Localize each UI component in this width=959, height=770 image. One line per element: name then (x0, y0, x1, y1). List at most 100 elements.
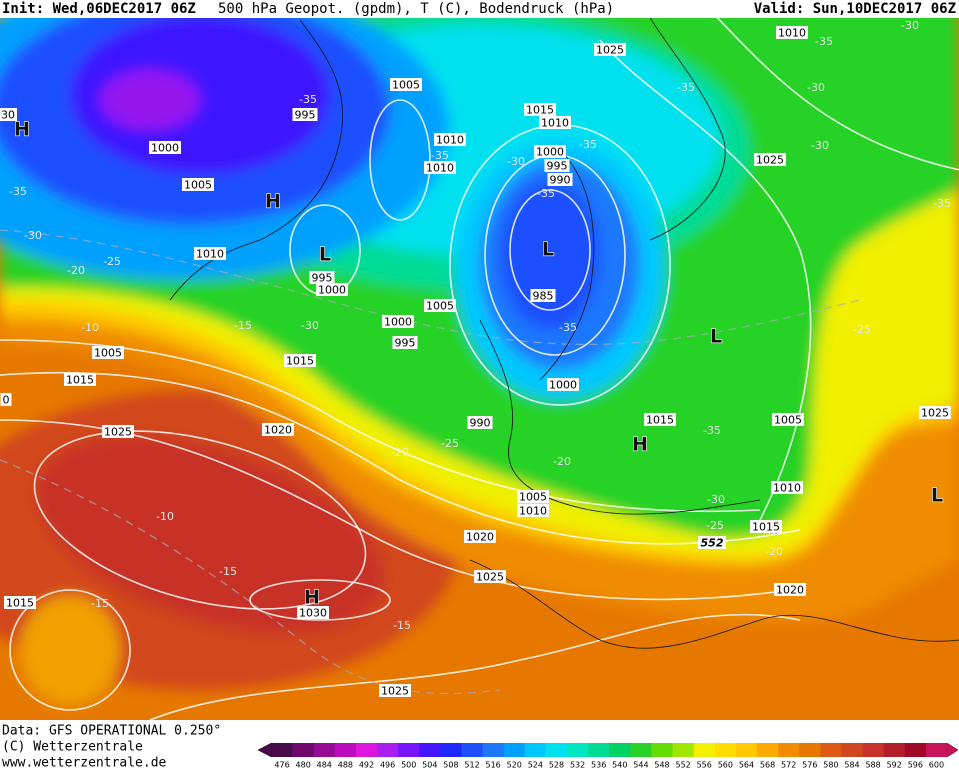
map-labels: 1025101010059951000100510151010101010101… (0, 19, 951, 698)
colorbar-cell (672, 743, 694, 757)
colorbar-tick-label: 596 (908, 761, 923, 770)
pressure-label: 1015 (646, 414, 674, 427)
pressure-label-box (4, 596, 36, 609)
colorbar-cell (651, 743, 673, 757)
pressure-label: 1025 (476, 571, 504, 584)
temperature-label: -10 (81, 321, 99, 334)
pressure-label: 1010 (519, 505, 547, 518)
pressure-label-box (262, 423, 294, 436)
colorbar-tick-label: 580 (823, 761, 838, 770)
pressure-center: H (632, 434, 648, 456)
pressure-label: 1005 (94, 347, 122, 360)
colorbar-cell (292, 743, 315, 757)
pressure-label-box (382, 315, 414, 328)
colorbar-tick-label: 548 (654, 761, 669, 770)
pressure-label-box (297, 606, 329, 619)
pressure-label: 1000 (549, 379, 577, 392)
colorbar-tick-label: 524 (528, 761, 543, 770)
colorbar-tick-label: 536 (591, 761, 606, 770)
colorbar-tick-label: 572 (781, 761, 796, 770)
pressure-label-box (149, 141, 181, 154)
temperature-label: -20 (765, 545, 783, 558)
pressure-label: 995 (295, 109, 316, 122)
colorbar-cell (524, 743, 547, 757)
colorbar: 476 480 484 488 492 496 500 504 508 512 516 520 524 5… (257, 742, 959, 770)
colorbar-cell (693, 743, 716, 757)
colorbar-cell (630, 743, 652, 757)
temperature-label: -25 (441, 437, 459, 450)
colorbar-tick-label: 592 (887, 761, 902, 770)
temperature-label: -25 (706, 519, 724, 532)
copyright: (C) Wetterzentrale (2, 740, 143, 755)
temperature-label: -35 (703, 424, 721, 437)
pressure-label: 0 (3, 394, 10, 407)
colorbar-cell (545, 743, 568, 757)
valid-time: Valid: Sun,10DEC2017 06Z (754, 1, 956, 17)
pressure-label-box (530, 289, 556, 302)
pressure-label-box (92, 346, 124, 359)
colorbar-cell (440, 743, 462, 757)
colorbar-tick-label: 600 (929, 761, 944, 770)
pressure-label-box (316, 283, 348, 296)
pressure-center: L (710, 326, 722, 348)
pressure-label: 1025 (104, 426, 132, 439)
colorbar-cell (820, 743, 842, 757)
pressure-label-box (776, 26, 808, 39)
pressure-label-box (534, 145, 566, 158)
temperature-label: -35 (579, 138, 597, 151)
pressure-center: H (14, 119, 30, 141)
colorbar-cell (799, 743, 821, 757)
colorbar-cell (461, 743, 483, 757)
pressure-label: 990 (550, 174, 571, 187)
temperature-label: -15 (393, 619, 411, 632)
pressure-label-box (194, 247, 226, 260)
pressure-label-box (524, 103, 556, 116)
pressure-center: H (304, 587, 320, 609)
pressure-label: 990 (470, 417, 491, 430)
colorbar-cell (609, 743, 631, 757)
init-time: Init: Wed,06DEC2017 06Z (2, 1, 196, 17)
colorbar-cell (503, 743, 526, 757)
pressure-label-box (517, 490, 549, 503)
temperature-label: -25 (853, 323, 871, 336)
temperature-label: -10 (156, 510, 174, 523)
colorbar-cell (862, 743, 884, 757)
colorbar-cell (334, 743, 357, 757)
colorbar-tick-label: 532 (570, 761, 585, 770)
temperature-label: -15 (91, 597, 109, 610)
colorbar-tick-label: 564 (739, 761, 754, 770)
pressure-label: 1015 (6, 597, 34, 610)
pressure-center: H (265, 191, 281, 213)
colorbar-cell (778, 743, 800, 757)
colorbar-tick-label: 520 (507, 761, 522, 770)
header-bar (0, 0, 959, 18)
temperature-label: -15 (219, 565, 237, 578)
pressure-label: 1010 (426, 162, 454, 175)
temperature-label: -30 (901, 19, 919, 32)
pressure-label: 1005 (184, 179, 212, 192)
colorbar-tick-label: 508 (443, 761, 458, 770)
colorbar-cell (735, 743, 758, 757)
temperature-label: -35 (537, 187, 555, 200)
pressure-label-box (64, 373, 96, 386)
pressure-label-box (547, 173, 573, 186)
pressure-label: 1000 (151, 142, 179, 155)
pressure-label: 1015 (66, 374, 94, 387)
pressure-label-box (0, 108, 17, 121)
pressure-label: 1025 (381, 685, 409, 698)
pressure-label: 1000 (536, 146, 564, 159)
colorbar-cell (271, 743, 293, 757)
colorbar-tick-label: 568 (760, 761, 775, 770)
temperature-label: -20 (391, 446, 409, 459)
pressure-label: 1005 (774, 414, 802, 427)
pressure-label-box (392, 336, 418, 349)
colorbar-tick-label: 500 (401, 761, 416, 770)
pressure-label: 1010 (541, 117, 569, 130)
colorbar-cell (398, 743, 420, 757)
colorbar-cell (714, 743, 737, 757)
colorbar-cell (904, 743, 927, 757)
pressure-label-box (102, 425, 134, 438)
pressure-label: 1015 (286, 355, 314, 368)
contour-label: 552 (701, 537, 724, 550)
